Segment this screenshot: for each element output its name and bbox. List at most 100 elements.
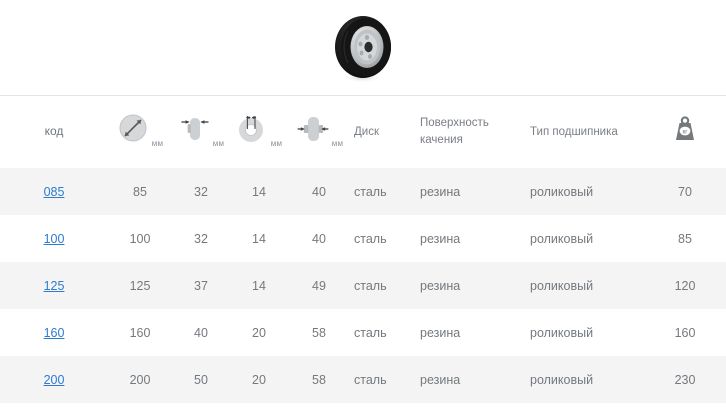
cell-diam-value: 125 [129, 278, 151, 293]
cell-bearing: роликовый [526, 309, 644, 356]
cell-bore-value: 20 [252, 372, 266, 387]
table-body: 085 85 32 14 40 сталь резина роликовый 70 100 100 3… [0, 168, 726, 403]
cell-disc: сталь [350, 309, 416, 356]
cell-disc-value: сталь [354, 325, 387, 340]
column-header-disc-label: Диск [354, 125, 379, 138]
cell-load: 120 [644, 262, 726, 309]
cell-hub: 49 [288, 262, 350, 309]
product-code-link[interactable]: 160 [43, 325, 65, 340]
cell-diam: 125 [108, 262, 172, 309]
column-header-bearing-type: Тип подшипника [526, 96, 644, 168]
column-header-code-label: код [44, 124, 64, 139]
cell-code: 125 [0, 262, 108, 309]
cell-load-value: 85 [678, 231, 692, 246]
product-code-link[interactable]: 100 [43, 231, 65, 246]
column-header-load-capacity: кг [644, 96, 726, 168]
bore-diameter-icon [236, 112, 270, 152]
column-header-bearing-type-label: Тип подшипника [530, 125, 618, 138]
cell-tread-value: 32 [194, 231, 208, 246]
cell-surface-value: резина [420, 325, 461, 340]
product-code-link[interactable]: 200 [43, 372, 65, 387]
table-row: 200 200 50 20 58 сталь резина роликовый 230 [0, 356, 726, 403]
cell-bearing-value: роликовый [530, 278, 594, 293]
cell-load-value: 230 [674, 372, 696, 387]
cell-tread: 50 [172, 356, 230, 403]
column-header-tread-width-unit: мм [212, 139, 225, 149]
cell-disc: сталь [350, 356, 416, 403]
cell-hub: 40 [288, 215, 350, 262]
cell-diam-value: 85 [133, 184, 147, 199]
column-header-diameter: мм [108, 96, 172, 168]
cell-bearing-value: роликовый [530, 325, 594, 340]
table-row: 100 100 32 14 40 сталь резина роликовый 85 [0, 215, 726, 262]
cell-disc: сталь [350, 262, 416, 309]
table-header: код [0, 96, 726, 168]
column-header-hub-length-unit: мм [331, 139, 344, 149]
cell-bore-value: 14 [252, 231, 266, 246]
column-header-bore-diameter: мм [230, 96, 288, 168]
column-header-disc: Диск [350, 96, 416, 168]
product-code-link[interactable]: 125 [43, 278, 65, 293]
column-header-rolling-surface: Поверхность качения [416, 96, 526, 168]
cell-diam: 100 [108, 215, 172, 262]
cell-load-value: 70 [678, 184, 692, 199]
cell-code: 085 [0, 168, 108, 215]
cell-code: 100 [0, 215, 108, 262]
column-header-rolling-surface-label: Поверхность качения [420, 117, 489, 146]
cell-load-value: 160 [674, 325, 696, 340]
table-row: 085 85 32 14 40 сталь резина роликовый 70 [0, 168, 726, 215]
cell-hub: 58 [288, 356, 350, 403]
cell-surface: резина [416, 356, 526, 403]
cell-disc-value: сталь [354, 231, 387, 246]
cell-surface-value: резина [420, 231, 461, 246]
load-weight-icon-unit: кг [683, 129, 689, 136]
product-wheel-photo [326, 11, 400, 85]
cell-tread: 32 [172, 215, 230, 262]
cell-bore: 20 [230, 356, 288, 403]
cell-hub-value: 49 [312, 278, 326, 293]
cell-diam: 160 [108, 309, 172, 356]
cell-load: 160 [644, 309, 726, 356]
cell-hub-value: 58 [312, 372, 326, 387]
column-header-bore-diameter-unit: мм [270, 139, 283, 149]
cell-tread-value: 50 [194, 372, 208, 387]
cell-diam: 200 [108, 356, 172, 403]
cell-surface: резина [416, 215, 526, 262]
cell-bearing-value: роликовый [530, 231, 594, 246]
table-row: 160 160 40 20 58 сталь резина роликовый 160 [0, 309, 726, 356]
cell-hub-value: 40 [312, 184, 326, 199]
cell-bore-value: 14 [252, 278, 266, 293]
table-row: 125 125 37 14 49 сталь резина роликовый 120 [0, 262, 726, 309]
cell-hub-value: 40 [312, 231, 326, 246]
cell-load: 230 [644, 356, 726, 403]
cell-surface-value: резина [420, 184, 461, 199]
cell-tread: 40 [172, 309, 230, 356]
cell-tread-value: 37 [194, 278, 208, 293]
cell-bearing: роликовый [526, 356, 644, 403]
cell-tread: 37 [172, 262, 230, 309]
cell-disc: сталь [350, 168, 416, 215]
cell-bore: 14 [230, 215, 288, 262]
cell-disc: сталь [350, 215, 416, 262]
cell-tread-value: 40 [194, 325, 208, 340]
cell-diam: 85 [108, 168, 172, 215]
cell-load-value: 120 [674, 278, 696, 293]
cell-hub-value: 58 [312, 325, 326, 340]
cell-tread: 32 [172, 168, 230, 215]
product-code-link[interactable]: 085 [43, 184, 65, 199]
cell-disc-value: сталь [354, 372, 387, 387]
cell-load: 85 [644, 215, 726, 262]
cell-bearing: роликовый [526, 262, 644, 309]
cell-bore: 14 [230, 168, 288, 215]
cell-bore: 14 [230, 262, 288, 309]
cell-hub: 40 [288, 168, 350, 215]
cell-load: 70 [644, 168, 726, 215]
load-weight-icon: кг [669, 112, 701, 152]
column-header-tread-width: мм [172, 96, 230, 168]
product-image-area [0, 0, 726, 96]
cell-bearing: роликовый [526, 168, 644, 215]
cell-bore-value: 14 [252, 184, 266, 199]
cell-surface-value: резина [420, 278, 461, 293]
hub-length-icon [295, 112, 331, 152]
